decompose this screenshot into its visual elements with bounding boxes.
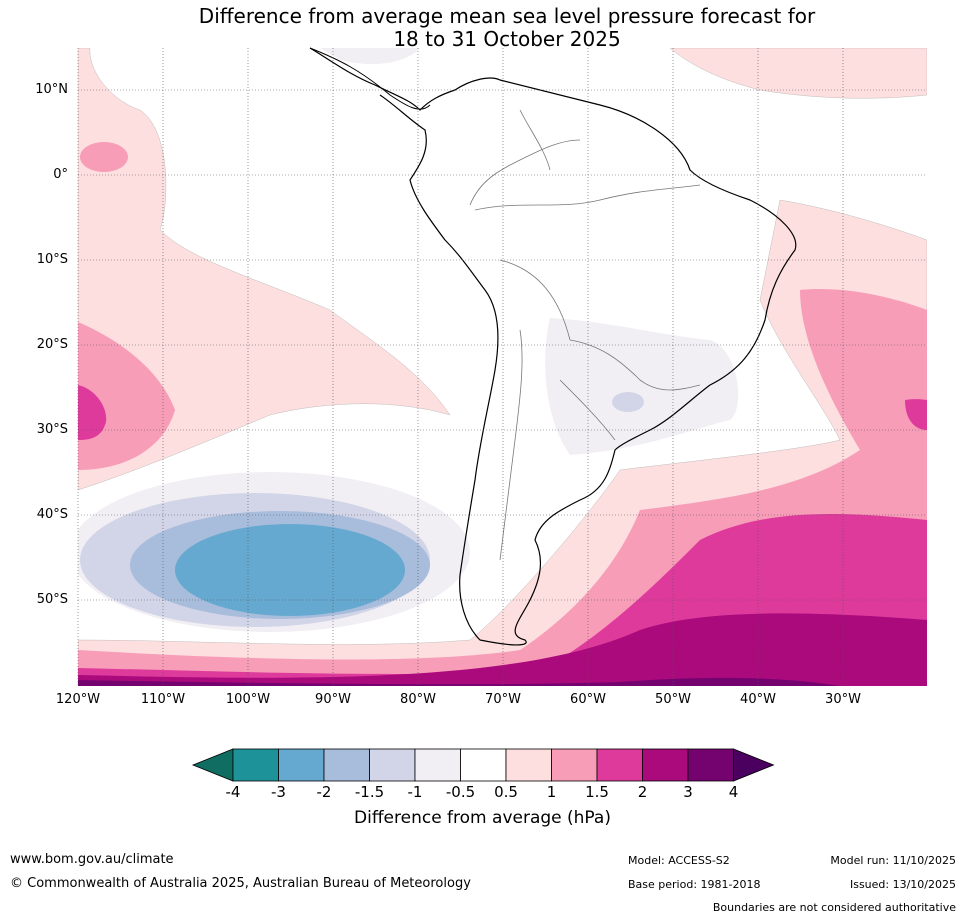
- lon-tick-label: 70°W: [485, 692, 521, 707]
- anomaly-region-neg2-neg3: [175, 524, 405, 616]
- colorbar-bin: [596, 748, 643, 782]
- lon-tick-label: 90°W: [315, 692, 351, 707]
- anomaly-region-0.5-1-north: [669, 48, 927, 99]
- lon-tick-label: 30°W: [825, 692, 861, 707]
- lat-tick-label: 0°: [53, 167, 68, 182]
- colorbar-bin: [460, 748, 507, 782]
- lat-tick-label: 50°S: [36, 592, 68, 607]
- anomaly-region-0.5-1-west: [78, 48, 451, 491]
- country-borders: [469, 109, 701, 561]
- anomaly-region-1-1.5-west: [78, 322, 175, 470]
- footer-copyright: © Commonwealth of Australia 2025, Austra…: [10, 876, 471, 891]
- anomaly-region-1-1.5-north: [80, 142, 128, 172]
- colorbar-bin: [278, 748, 325, 782]
- colorbar-bin: [232, 748, 279, 782]
- anomaly-region-3-4: [78, 677, 840, 686]
- colorbar-tick-label: 3: [683, 783, 693, 801]
- colorbar-tick-label: 1: [546, 783, 557, 801]
- colorbar-tick-label: 1.5: [585, 783, 609, 801]
- lon-tick-label: 80°W: [400, 692, 436, 707]
- anomaly-region-1.5-2-west: [78, 385, 107, 440]
- anomaly-field: [78, 48, 927, 686]
- colorbar-bin: [551, 748, 598, 782]
- colorbar: [191, 748, 775, 782]
- lat-tick-label: 20°S: [36, 337, 68, 352]
- anomaly-region-neg-interior-core: [612, 392, 644, 412]
- lat-tick-label: 30°S: [36, 422, 68, 437]
- footer-model: Model: ACCESS-S2: [628, 854, 730, 867]
- colorbar-tick-label: -1.5: [354, 783, 385, 801]
- colorbar-title: Difference from average (hPa): [354, 808, 611, 828]
- colorbar-bin: [642, 748, 689, 782]
- lon-tick-label: 50°W: [655, 692, 691, 707]
- colorbar-tick-label: -2: [316, 783, 332, 801]
- lon-tick-label: 60°W: [570, 692, 606, 707]
- colorbar-tick-label: -3: [271, 783, 286, 801]
- map-title-line2: 18 to 31 October 2025: [393, 27, 621, 51]
- colorbar-tick-label: 2: [637, 783, 648, 801]
- lat-tick-label: 40°S: [36, 507, 68, 522]
- anomaly-region-1.5-2-east-small: [905, 399, 927, 430]
- footer-model-run: Model run: 11/10/2025: [830, 854, 956, 867]
- colorbar-tick-label: 0.5: [494, 783, 518, 801]
- colorbar-extend-high: [733, 748, 775, 782]
- map-title-line1: Difference from average mean sea level p…: [198, 4, 816, 28]
- lon-tick-label: 100°W: [225, 692, 271, 707]
- lon-tick-label: 40°W: [740, 692, 776, 707]
- colorbar-bin: [369, 748, 416, 782]
- footer-base-period: Base period: 1981-2018: [628, 878, 761, 891]
- colorbar-tick-label: -0.5: [445, 783, 476, 801]
- lat-tick-label: 10°N: [35, 82, 68, 97]
- anomaly-region-neg-north: [320, 48, 420, 65]
- colorbar-bin: [414, 748, 461, 782]
- lon-tick-label: 110°W: [140, 692, 186, 707]
- central-america-outline: [309, 47, 431, 110]
- colorbar-tick-label: -4: [225, 783, 241, 801]
- footer-url[interactable]: www.bom.gov.au/climate: [10, 852, 174, 867]
- anomaly-region-2-3: [78, 613, 927, 686]
- footer-disclaimer: Boundaries are not considered authoritat…: [712, 901, 956, 914]
- lon-tick-label: 120°W: [55, 692, 101, 707]
- south-america-coastline: [309, 47, 797, 646]
- colorbar-tick-label: 4: [728, 783, 739, 801]
- lat-tick-label: 10°S: [36, 252, 68, 267]
- colorbar-extend-low: [191, 748, 234, 782]
- gridlines: [77, 48, 927, 686]
- anomaly-region-neg-interior: [545, 318, 739, 455]
- colorbar-bin: [687, 748, 734, 782]
- colorbar-bin: [323, 748, 370, 782]
- colorbar-bin: [505, 748, 552, 782]
- colorbar-tick-label: -1: [407, 783, 423, 801]
- footer-issued: Issued: 13/10/2025: [849, 878, 956, 891]
